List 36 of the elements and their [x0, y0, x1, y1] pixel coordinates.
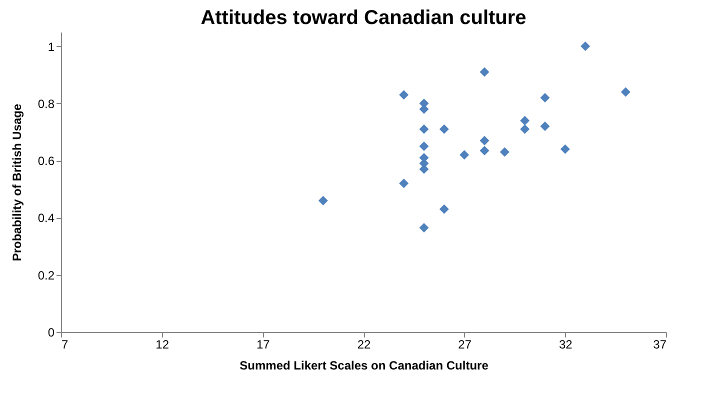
point	[480, 67, 490, 77]
point	[419, 222, 429, 232]
point	[419, 124, 429, 134]
point	[419, 142, 429, 152]
x-tick-label: 27	[458, 338, 472, 352]
point	[480, 146, 490, 156]
point	[480, 136, 490, 146]
point	[318, 196, 328, 206]
point	[439, 204, 449, 214]
point	[540, 122, 550, 132]
point	[399, 178, 409, 188]
y-tick-label: 1	[48, 40, 55, 54]
chart-title: Attitudes toward Canadian culture	[200, 7, 526, 29]
point	[500, 147, 510, 157]
y-tick-label: 0.2	[38, 268, 55, 282]
point	[620, 87, 630, 97]
x-tick-label: 17	[256, 338, 270, 352]
y-tick-label: 0.6	[38, 154, 55, 168]
point	[520, 124, 530, 134]
x-axis-title: Summed Likert Scales on Canadian Culture	[240, 358, 489, 372]
x-tick-label: 37	[653, 338, 667, 352]
point	[439, 124, 449, 134]
point	[460, 150, 470, 160]
x-tick-label: 32	[558, 338, 573, 352]
y-axis-title: Probability of British Usage	[10, 103, 24, 262]
x-tick-label: 7	[62, 338, 68, 352]
x-tick-label: 22	[357, 338, 371, 352]
point	[580, 42, 590, 52]
point	[560, 144, 570, 154]
y-tick-label: 0	[48, 326, 55, 340]
point	[540, 92, 550, 102]
point	[399, 90, 409, 100]
x-tick-label: 12	[156, 338, 170, 352]
y-tick-label: 0.4	[38, 211, 55, 226]
y-tick-label: 0.8	[38, 96, 55, 111]
point	[520, 116, 530, 126]
